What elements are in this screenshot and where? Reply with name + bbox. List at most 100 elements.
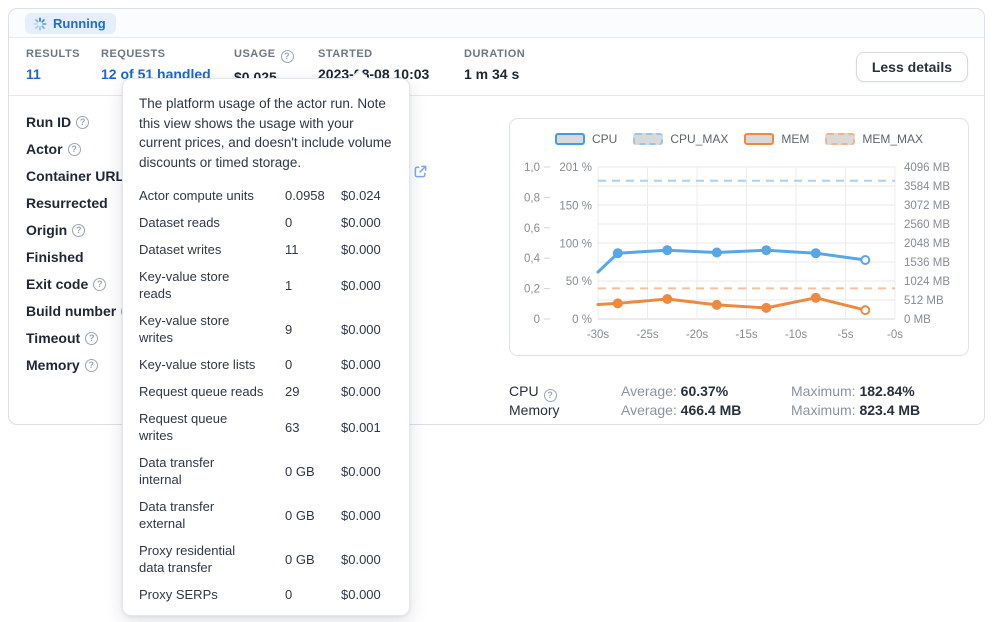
stat-started: STARTED 2023-08-08 10:03 bbox=[318, 48, 429, 82]
x-axis-tick: -0s bbox=[887, 329, 903, 341]
detail-label: Exit code bbox=[26, 276, 89, 292]
data-point-cpu bbox=[612, 248, 623, 259]
detail-label: Timeout bbox=[26, 330, 81, 346]
detail-row-finished: Finished bbox=[26, 247, 84, 267]
usage-row: Proxy residential data transfer 0 GB $0.00… bbox=[139, 542, 393, 576]
data-point-mem bbox=[662, 294, 673, 304]
detail-label: Container URL bbox=[26, 168, 124, 184]
usage-row-label: Key-value store lists bbox=[139, 357, 256, 372]
usage-row-label: Proxy residential data transfer bbox=[139, 543, 236, 575]
detail-row-timeout: Timeout? bbox=[26, 328, 99, 348]
help-icon[interactable]: ? bbox=[93, 277, 107, 291]
usage-row-value: 0 bbox=[285, 215, 293, 230]
data-point-mem bbox=[860, 305, 871, 316]
stat-duration-value: 1 m 34 s bbox=[464, 66, 520, 82]
stat-started-label: STARTED bbox=[318, 48, 373, 60]
legend-swatch-icon bbox=[825, 133, 856, 145]
outer-axis-tick: 0,8 bbox=[524, 192, 540, 204]
usage-row-value: 0 GB bbox=[285, 551, 315, 567]
maximum-label: Maximum: bbox=[791, 383, 856, 399]
legend-label: CPU bbox=[591, 132, 618, 146]
usage-row-value: 11 bbox=[285, 242, 299, 257]
usage-row-price: $0.000 bbox=[341, 215, 381, 230]
usage-row-value: 0 bbox=[285, 587, 293, 602]
usage-row-price: $0.000 bbox=[341, 551, 381, 567]
resource-average: Average: 466.4 MB bbox=[621, 402, 741, 418]
usage-help-icon[interactable]: ? bbox=[280, 49, 294, 63]
data-point-mem bbox=[711, 299, 722, 310]
legend-item-cpu_max[interactable]: CPU_MAX bbox=[633, 132, 728, 146]
usage-row-value: 1 bbox=[285, 277, 293, 293]
usage-row: Request queue reads 29 $0.000 bbox=[139, 383, 393, 400]
percent-axis-tick: 100 % bbox=[559, 238, 592, 250]
legend-item-cpu[interactable]: CPU bbox=[554, 132, 618, 146]
help-icon[interactable]: ? bbox=[543, 388, 557, 402]
usage-row-label: Dataset reads bbox=[139, 215, 220, 230]
help-icon[interactable]: ? bbox=[67, 142, 81, 156]
usage-row-label: Data transfer internal bbox=[139, 455, 215, 487]
right-axis-tick: 0 MB bbox=[904, 314, 931, 326]
usage-row-label: Key-value store writes bbox=[139, 313, 230, 345]
stat-results-value[interactable]: 11 bbox=[26, 66, 41, 82]
legend-label: MEM bbox=[781, 132, 810, 146]
legend-item-mem_max[interactable]: MEM_MAX bbox=[825, 132, 923, 146]
usage-row-value: 29 bbox=[285, 384, 300, 399]
detail-row-actor: Actor? bbox=[26, 139, 81, 159]
usage-row: Dataset writes 11 $0.000 bbox=[139, 241, 393, 258]
average-label: Average: bbox=[621, 383, 677, 399]
usage-row-price: $0.000 bbox=[341, 357, 381, 372]
legend-swatch-icon bbox=[633, 133, 664, 145]
external-link-icon[interactable] bbox=[413, 164, 428, 184]
stat-usage-label: USAGE? bbox=[234, 48, 294, 63]
usage-row-label: Data transfer external bbox=[139, 499, 215, 531]
usage-row: Data transfer external 0 GB $0.000 bbox=[139, 498, 393, 532]
legend-item-mem[interactable]: MEM bbox=[744, 132, 809, 146]
detail-row-origin: Origin? bbox=[26, 220, 86, 240]
percent-axis-tick: 50 % bbox=[566, 276, 592, 288]
usage-row-value: 63 bbox=[285, 419, 300, 435]
right-axis-tick: 512 MB bbox=[904, 295, 944, 307]
x-axis-tick: -10s bbox=[785, 329, 808, 341]
usage-row-value: 0.0958 bbox=[285, 188, 325, 203]
maximum-label: Maximum: bbox=[791, 402, 856, 418]
detail-row-memory: Memory? bbox=[26, 355, 98, 375]
help-icon[interactable]: ? bbox=[76, 115, 90, 129]
less-details-button[interactable]: Less details bbox=[855, 52, 968, 82]
percent-axis-tick: 150 % bbox=[559, 201, 592, 213]
detail-label: Finished bbox=[26, 249, 84, 265]
right-axis-tick: 2048 MB bbox=[904, 238, 950, 250]
outer-axis-tick: 0 bbox=[534, 314, 540, 326]
outer-axis-tick: 0,4 bbox=[524, 253, 541, 265]
usage-row-price: $0.024 bbox=[341, 188, 381, 203]
legend-label: MEM_MAX bbox=[862, 132, 924, 146]
usage-row-value: 0 GB bbox=[285, 507, 315, 523]
usage-row: Key-value store reads 1 $0.000 bbox=[139, 268, 393, 302]
usage-breakdown-table: Actor compute units 0.0958 $0.024 Dataset r… bbox=[139, 187, 393, 603]
detail-label: Memory bbox=[26, 357, 80, 373]
maximum-value: 182.84% bbox=[859, 383, 915, 399]
usage-row-price: $0.000 bbox=[341, 587, 381, 602]
detail-row-run-id: Run ID? bbox=[26, 112, 90, 132]
usage-row-label: Request queue reads bbox=[139, 384, 264, 399]
x-axis-tick: -15s bbox=[735, 329, 758, 341]
usage-row-price: $0.000 bbox=[341, 384, 381, 399]
usage-tooltip: The platform usage of the actor run. Not… bbox=[122, 69, 410, 616]
help-icon[interactable]: ? bbox=[85, 331, 99, 345]
average-label: Average: bbox=[621, 402, 677, 418]
data-point-cpu bbox=[860, 255, 871, 265]
usage-row-label: Dataset writes bbox=[139, 242, 222, 257]
stat-requests-label: REQUESTS bbox=[101, 48, 166, 60]
usage-row-price: $0.000 bbox=[341, 463, 381, 479]
help-icon[interactable]: ? bbox=[84, 358, 98, 372]
x-axis-tick: -5s bbox=[838, 329, 854, 341]
data-point-cpu bbox=[711, 247, 722, 258]
usage-row: Key-value store writes 9 $0.000 bbox=[139, 312, 393, 346]
detail-label: Resurrected bbox=[26, 195, 108, 211]
help-icon[interactable]: ? bbox=[72, 223, 86, 237]
usage-row-value: 9 bbox=[285, 321, 293, 337]
usage-row-label: Proxy SERPs bbox=[139, 587, 218, 602]
right-axis-tick: 4096 MB bbox=[904, 162, 950, 174]
status-label: Running bbox=[53, 16, 106, 31]
spinner-icon bbox=[33, 17, 47, 30]
